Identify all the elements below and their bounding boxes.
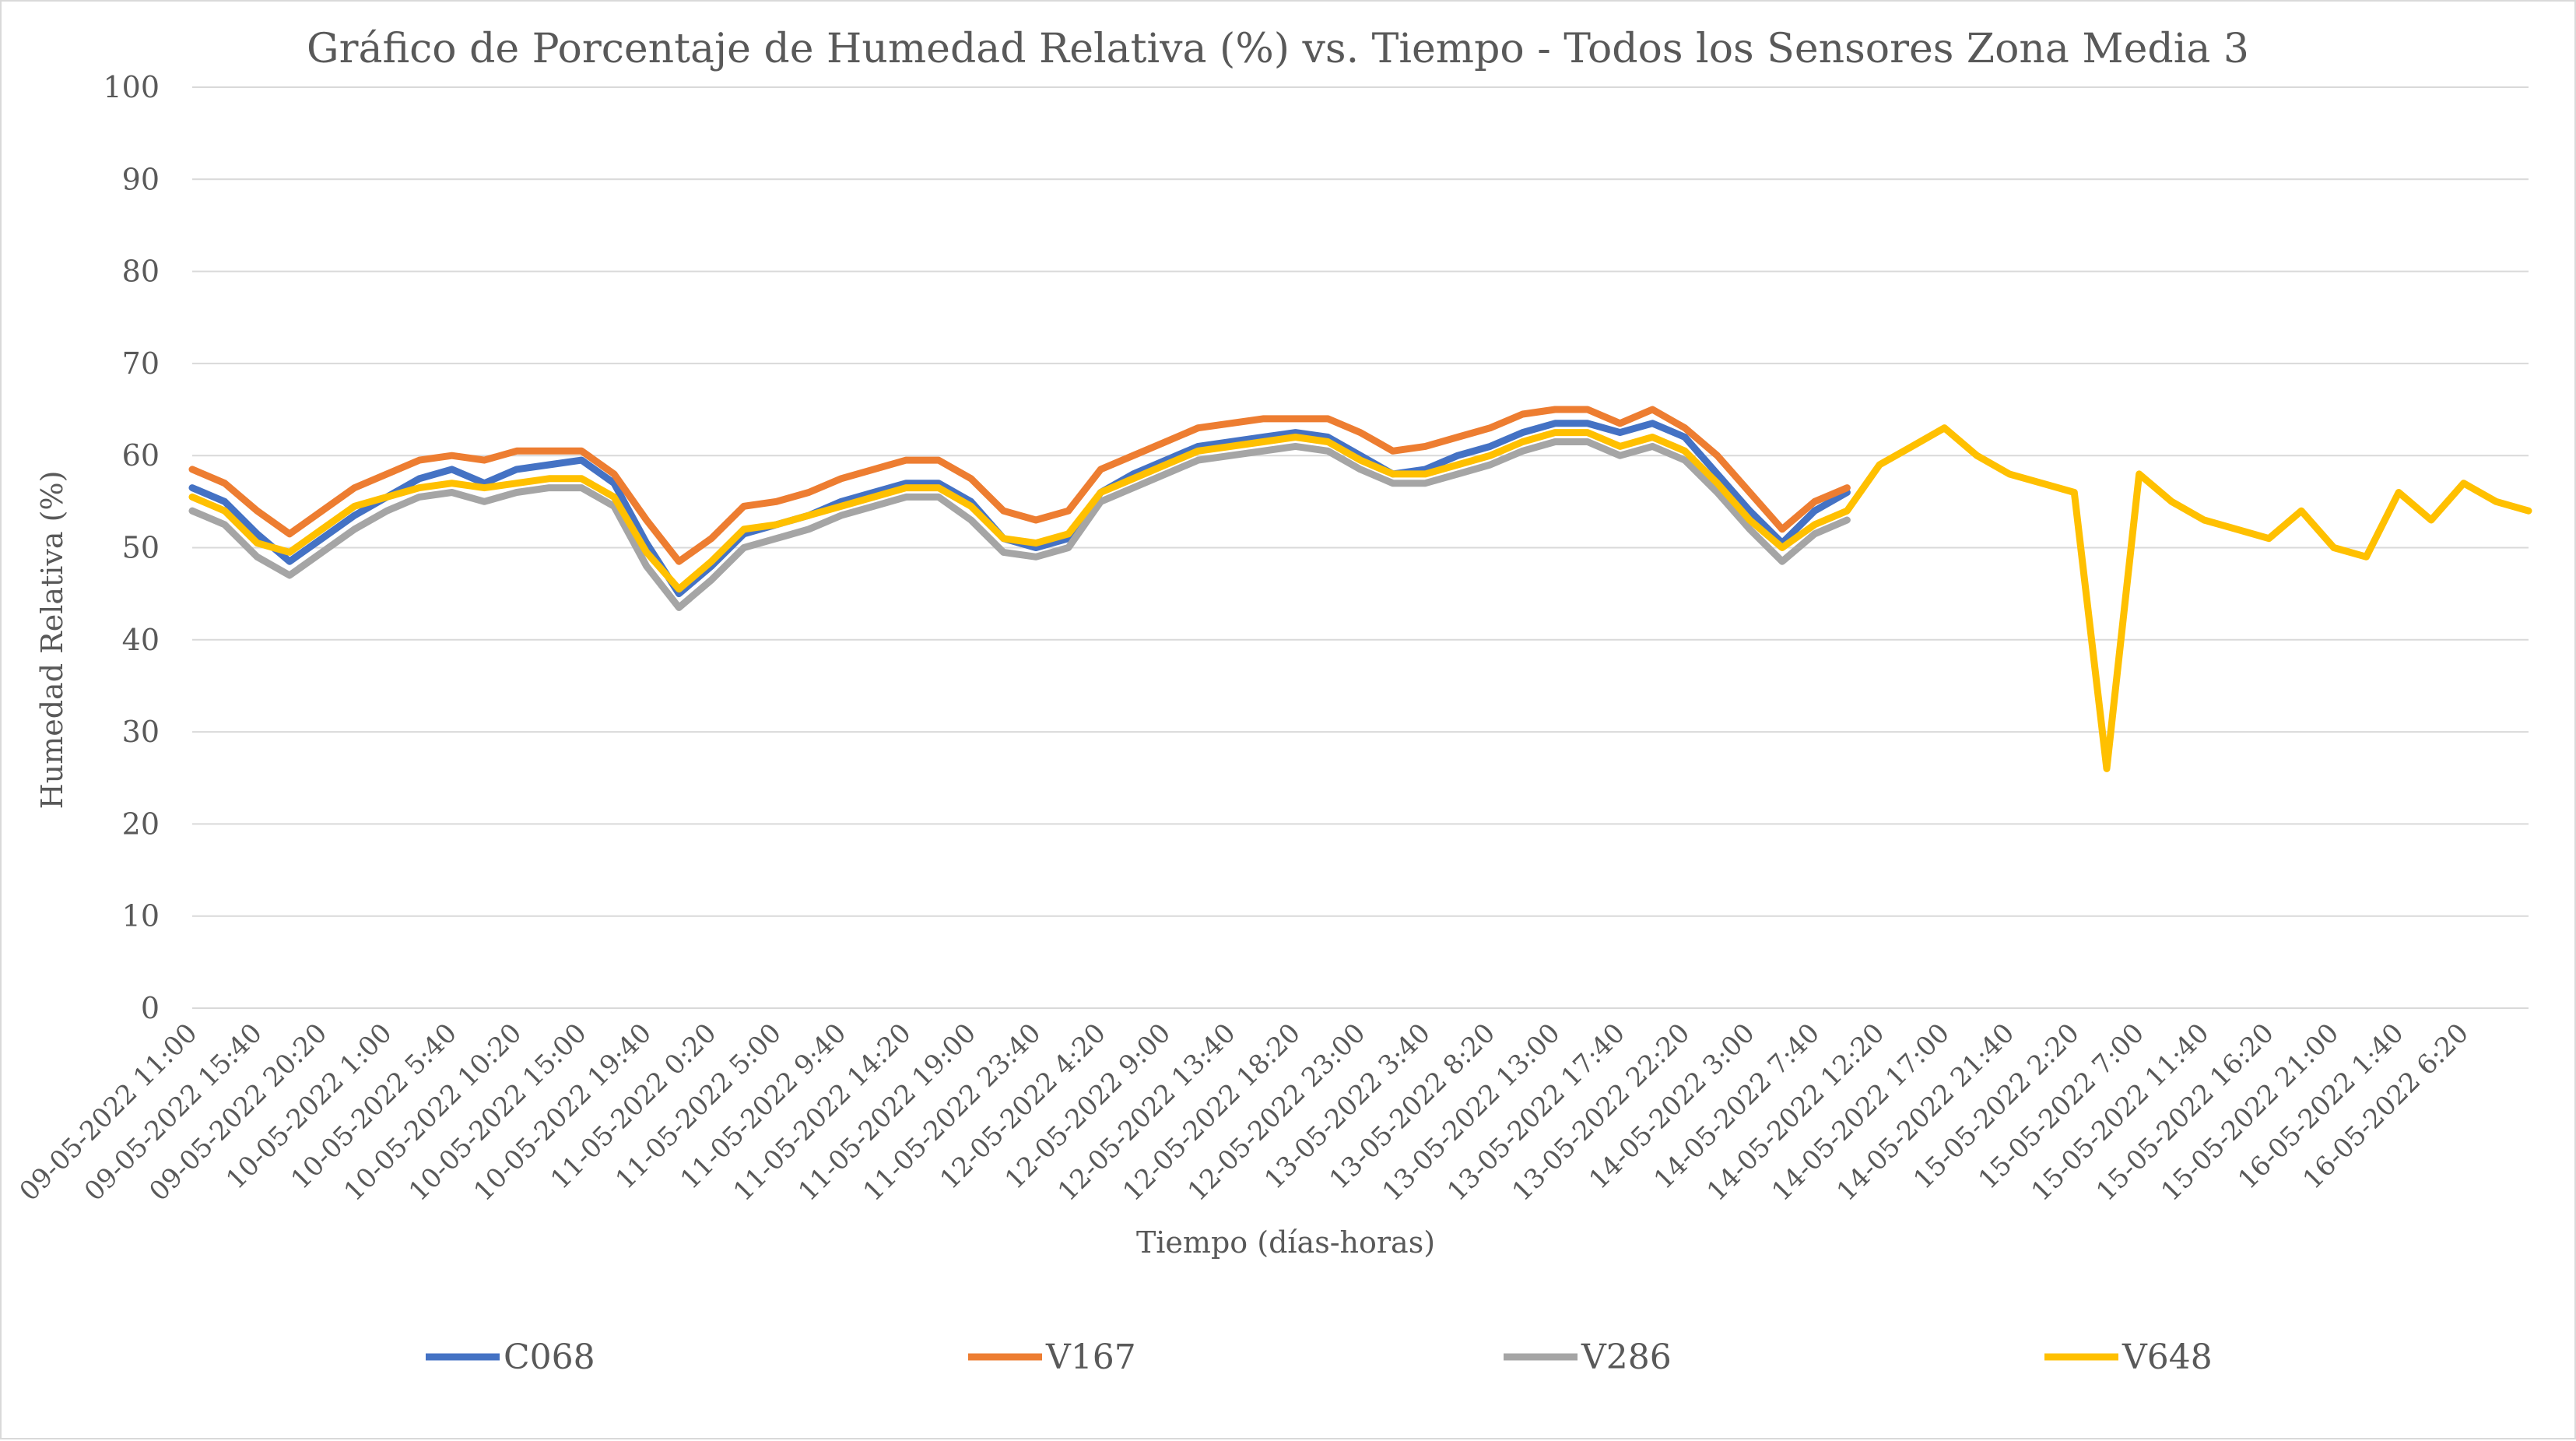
legend: C068 V167 V286 V648 bbox=[426, 1337, 2213, 1377]
y-tick-label: 0 bbox=[141, 991, 160, 1025]
legend-label-c068: C068 bbox=[504, 1337, 595, 1377]
gridlines bbox=[192, 86, 2529, 1009]
y-tick-label: 70 bbox=[122, 346, 160, 381]
y-tick-label: 60 bbox=[122, 438, 160, 473]
y-axis-ticks: 0 10 20 30 40 50 60 70 80 90 100 bbox=[103, 70, 160, 1025]
legend-item-c068: C068 bbox=[426, 1337, 595, 1377]
series-lines bbox=[188, 406, 2532, 772]
series-line-v286 bbox=[188, 438, 1851, 611]
y-tick-label: 100 bbox=[103, 70, 160, 104]
y-tick-label: 40 bbox=[122, 623, 160, 657]
y-tick-label: 30 bbox=[122, 715, 160, 749]
y-tick-label: 80 bbox=[122, 255, 160, 289]
y-axis-label: Humedad Relativa (%) bbox=[35, 471, 69, 810]
legend-item-v648: V648 bbox=[2044, 1337, 2213, 1377]
legend-label-v286: V286 bbox=[1581, 1337, 1672, 1377]
series-line-v648 bbox=[188, 424, 2532, 772]
legend-item-v286: V286 bbox=[1504, 1337, 1672, 1377]
y-tick-label: 20 bbox=[122, 807, 160, 841]
y-tick-label: 90 bbox=[122, 162, 160, 196]
y-tick-label: 10 bbox=[122, 899, 160, 933]
legend-label-v167: V167 bbox=[1045, 1337, 1136, 1377]
series-line-v167 bbox=[188, 406, 1851, 565]
legend-label-v648: V648 bbox=[2122, 1337, 2213, 1377]
legend-item-v167: V167 bbox=[968, 1337, 1136, 1377]
y-tick-label: 50 bbox=[122, 531, 160, 565]
chart-title: Gráfico de Porcentaje de Humedad Relativ… bbox=[307, 26, 2249, 72]
x-axis-label: Tiempo (días-horas) bbox=[1136, 1225, 1435, 1260]
